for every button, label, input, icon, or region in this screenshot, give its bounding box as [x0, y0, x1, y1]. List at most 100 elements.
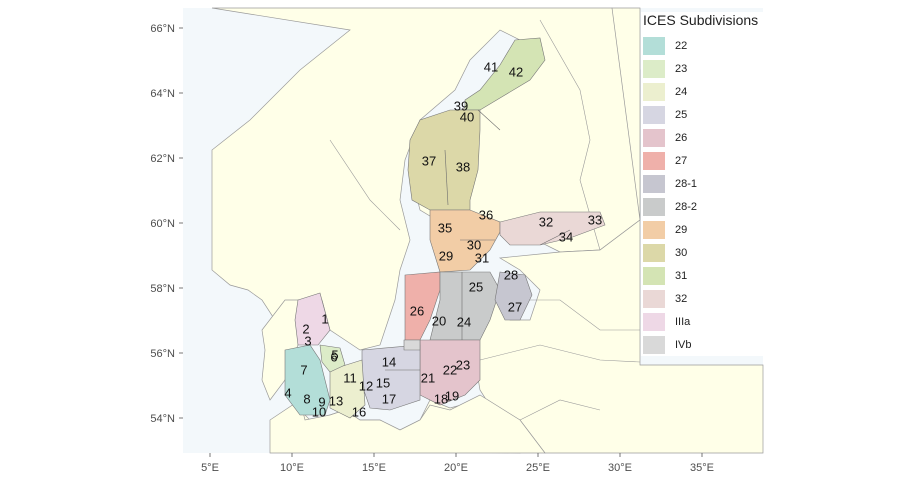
subdivision-number-label: 2 — [302, 321, 309, 336]
subdivision-number-label: 24 — [457, 314, 471, 329]
x-tick-label: 5°E — [201, 462, 219, 474]
legend-label: 26 — [675, 131, 688, 144]
legend-label: 23 — [675, 62, 688, 75]
subdivision-number-label: 6 — [330, 349, 337, 364]
legend-label: IVb — [675, 338, 692, 351]
subdivision-IVb — [403, 339, 421, 351]
subdivision-30 — [407, 109, 481, 211]
legend-item: 32 — [641, 287, 781, 310]
subdivision-number-label: 12 — [359, 378, 373, 393]
legend-label: 22 — [675, 39, 688, 52]
legend-label: 31 — [675, 269, 688, 282]
subdivision-number-label: 37 — [422, 153, 436, 168]
legend-swatch — [643, 266, 665, 285]
legend-swatch — [643, 197, 665, 216]
subdivision-number-label: 16 — [352, 404, 366, 419]
subdivision-23 — [319, 344, 346, 373]
subdivision-number-label: 31 — [475, 250, 489, 265]
legend-item: 24 — [641, 80, 781, 103]
legend-swatch — [643, 335, 665, 354]
y-tick-label: 66°N — [150, 23, 175, 35]
legend-label: 28-2 — [675, 200, 698, 213]
legend-label: IIIa — [675, 315, 691, 328]
subdivision-polygons — [284, 37, 606, 419]
legend-items: 22 23 24 25 26 27 28-1 28-2 29 30 31 32 IIIa IVb — [641, 34, 781, 356]
subdivision-number-label: 40 — [460, 109, 474, 124]
legend-swatch — [643, 151, 665, 170]
subdivision-24 — [329, 359, 366, 419]
legend-label: 25 — [675, 108, 688, 121]
subdivision-number-label: 18 — [434, 391, 448, 406]
legend-swatch — [643, 220, 665, 239]
x-axis: 5°E 10°E 15°E 20°E 25°E 30°E 35°E — [201, 453, 714, 474]
x-tick-label: 30°E — [608, 462, 632, 474]
x-tick-label: 20°E — [444, 462, 468, 474]
x-tick-label: 35°E — [690, 462, 714, 474]
y-tick-label: 62°N — [150, 153, 175, 165]
x-tick-label: 25°E — [526, 462, 550, 474]
y-tick-label: 58°N — [150, 283, 175, 295]
legend-label: 30 — [675, 246, 688, 259]
subdivision-number-label: 34 — [559, 229, 573, 244]
country-borders — [329, 19, 641, 421]
subdivision-number-label: 41 — [484, 59, 498, 74]
subdivision-number-label: 27 — [508, 299, 522, 314]
legend-swatch — [643, 59, 665, 78]
subdivision-number-label: 22 — [443, 362, 457, 377]
legend-item: IIIa — [641, 310, 781, 333]
subdivision-number-label: 1 — [321, 311, 328, 326]
subdivision-number-label: 9 — [318, 394, 325, 409]
subdivision-number-label: 8 — [303, 391, 310, 406]
y-tick-label: 54°N — [150, 413, 175, 425]
subdivision-number-label: 32 — [539, 214, 553, 229]
y-tick-label: 56°N — [150, 348, 175, 360]
subdivision-number-label: 11 — [343, 370, 357, 385]
legend-item: 29 — [641, 218, 781, 241]
subdivision-number-label: 39 — [454, 98, 468, 113]
subdivision-number-label: 38 — [456, 159, 470, 174]
subdivision-number-label: 5 — [331, 347, 338, 362]
x-tick-label: 15°E — [362, 462, 386, 474]
y-tick-label: 64°N — [150, 88, 175, 100]
subdivision-number-label: 33 — [588, 212, 602, 227]
legend-label: 29 — [675, 223, 688, 236]
legend-item: IVb — [641, 333, 781, 356]
subdivision-32 — [499, 211, 606, 246]
y-axis: 66°N 64°N 62°N 60°N 58°N 56°N 54°N — [150, 23, 183, 425]
subdivision-number-label: 23 — [456, 357, 470, 372]
subdivision-number-label: 19 — [445, 388, 459, 403]
subdivision-28-2 — [429, 271, 501, 341]
legend-swatch — [643, 243, 665, 262]
legend-swatch — [643, 289, 665, 308]
subdivision-22 — [284, 344, 331, 416]
subdivision-number-label: 13 — [329, 393, 343, 408]
legend-label: 32 — [675, 292, 688, 305]
legend-item: 23 — [641, 57, 781, 80]
legend-swatch — [643, 128, 665, 147]
subdivision-number-label: 42 — [509, 64, 523, 79]
subdivision-number-label: 25 — [469, 279, 483, 294]
subdivision-number-label: 10 — [312, 404, 326, 419]
subdivision-number-label: 15 — [376, 375, 390, 390]
legend-label: 28-1 — [675, 177, 698, 190]
x-tick-label: 10°E — [280, 462, 304, 474]
legend-item: 25 — [641, 103, 781, 126]
subdivision-IIIa — [294, 292, 331, 346]
legend: ICES Subdivisions 22 23 24 25 26 27 28-1 28-2 29… — [641, 12, 781, 356]
subdivision-number-label: 7 — [300, 362, 307, 377]
legend-swatch — [643, 174, 665, 193]
legend-title: ICES Subdivisions — [643, 12, 759, 28]
subdivision-number-label: 14 — [382, 354, 396, 369]
legend-swatch — [643, 105, 665, 124]
legend-item: 26 — [641, 126, 781, 149]
legend-label: 24 — [675, 85, 688, 98]
rectangle-grid-lines — [385, 109, 571, 371]
y-tick-label: 60°N — [150, 218, 175, 230]
subdivision-number-label: 20 — [432, 313, 446, 328]
legend-item: 30 — [641, 241, 781, 264]
subdivision-number-label: 17 — [382, 391, 396, 406]
legend-swatch — [643, 82, 665, 101]
subdivision-number-label: 35 — [438, 220, 452, 235]
subdivision-28-1 — [494, 271, 533, 321]
